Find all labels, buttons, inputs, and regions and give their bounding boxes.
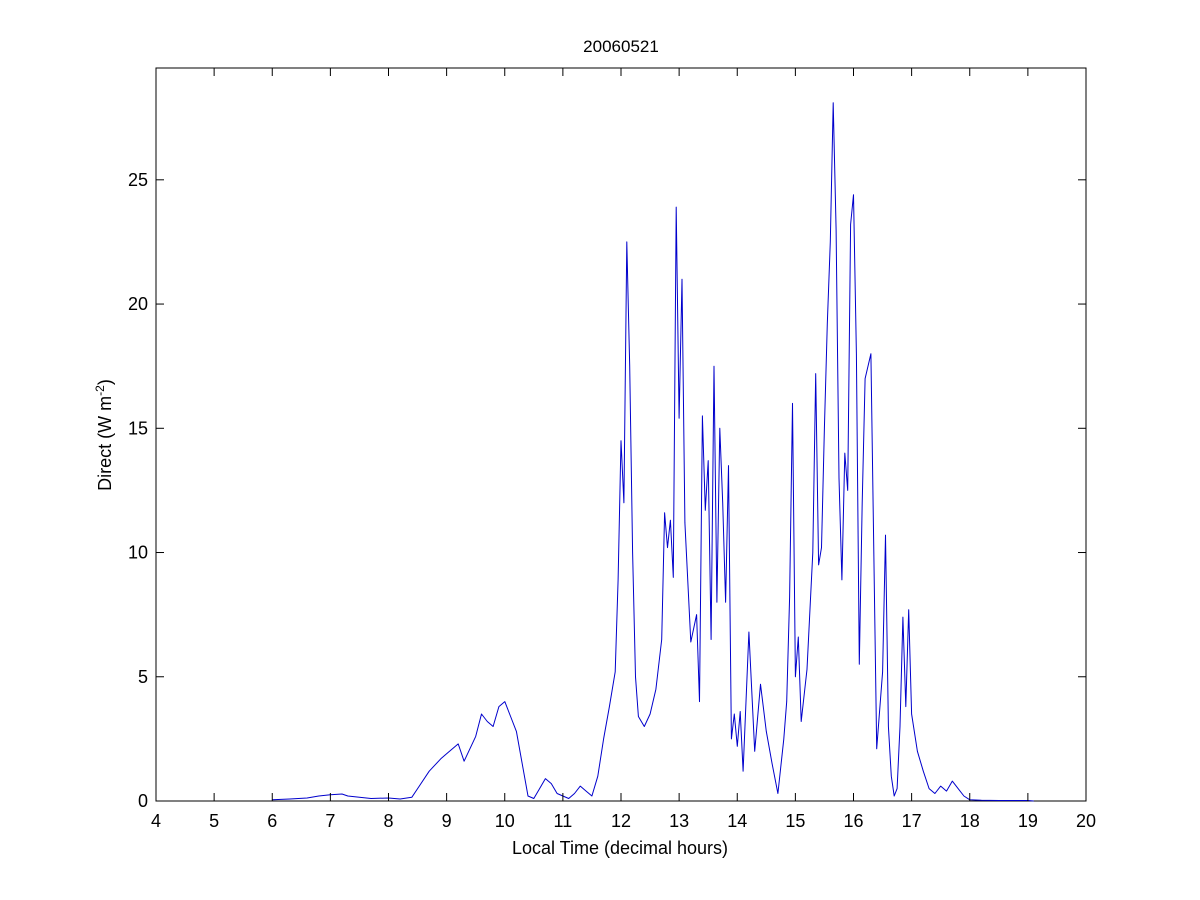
x-axis-ticks: 4 5 6 7 8 9 10 11 12 13 14 15 16 17 18 19 20: [151, 68, 1096, 831]
x-tick-label: 5: [209, 811, 219, 831]
x-tick-label: 14: [727, 811, 747, 831]
x-tick-label: 20: [1076, 811, 1096, 831]
x-tick-label: 18: [960, 811, 980, 831]
y-tick-label: 10: [128, 543, 148, 563]
y-tick-label: 20: [128, 294, 148, 314]
x-tick-label: 4: [151, 811, 161, 831]
y-tick-label: 0: [138, 791, 148, 811]
plot-area: [155, 67, 1087, 802]
y-tick-label: 15: [128, 418, 148, 438]
x-tick-label: 12: [611, 811, 631, 831]
y-axis-ticks: 0 5 10 15 20 25: [128, 170, 1086, 811]
x-tick-label: 6: [267, 811, 277, 831]
x-tick-label: 15: [785, 811, 805, 831]
x-tick-label: 7: [325, 811, 335, 831]
y-tick-label: 5: [138, 667, 148, 687]
x-tick-label: 9: [442, 811, 452, 831]
y-tick-label: 25: [128, 170, 148, 190]
y-axis-label: Direct (W m-2): [93, 379, 115, 491]
x-tick-label: 8: [383, 811, 393, 831]
x-tick-label: 11: [554, 811, 573, 831]
y-axis-label-prefix: Direct (W m: [95, 396, 115, 491]
x-tick-label: 13: [669, 811, 689, 831]
chart-title: 20060521: [583, 37, 659, 56]
y-axis-label-superscript: -2: [93, 385, 107, 396]
y-axis-label-suffix: ): [95, 379, 115, 385]
x-tick-label: 16: [843, 811, 863, 831]
x-axis-label: Local Time (decimal hours): [512, 838, 728, 858]
series-line: [272, 102, 1034, 802]
series-layer: [272, 102, 1034, 802]
x-tick-label: 17: [902, 811, 922, 831]
x-tick-label: 10: [495, 811, 515, 831]
x-tick-label: 19: [1018, 811, 1038, 831]
